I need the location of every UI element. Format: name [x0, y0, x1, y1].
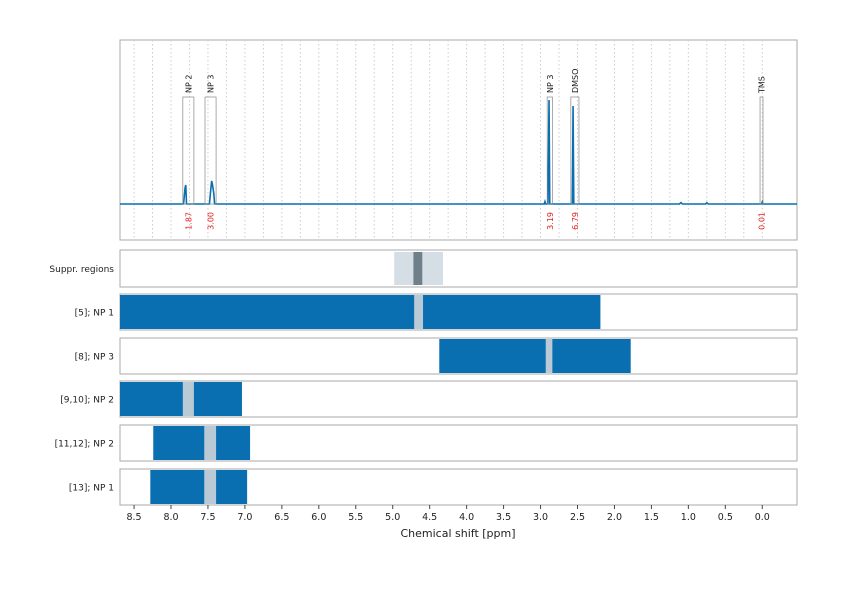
x-tick-label: 1.5 [644, 512, 659, 523]
row-frame [119, 249, 798, 288]
spectrum-line [120, 99, 797, 205]
x-tick-label: 7.0 [237, 512, 252, 523]
row-label: Suppr. regions [49, 265, 114, 275]
x-tick-label: 1.0 [681, 512, 696, 523]
row-label: [9,10]; NP 2 [60, 396, 114, 406]
track-region [439, 339, 631, 373]
x-tick-label: 7.5 [200, 512, 215, 523]
excluded-region [204, 470, 217, 504]
peak-box [204, 96, 217, 205]
x-tick-label: 3.5 [496, 512, 511, 523]
peak-integral: 6.79 [571, 212, 580, 230]
spectrum-frame [119, 39, 798, 241]
track-region [153, 426, 251, 460]
x-tick-label: 0.0 [755, 512, 770, 523]
track-region [120, 295, 601, 329]
peak-label: TMS [758, 76, 767, 94]
x-tick-label: 2.5 [570, 512, 585, 523]
row-frame [119, 424, 798, 462]
peak-box [570, 96, 580, 205]
track-region [120, 382, 242, 416]
x-axis-label: Chemical shift [ppm] [400, 527, 515, 540]
row-label: [8]; NP 3 [75, 353, 114, 363]
peak-label: DMSO [571, 69, 580, 93]
excluded-region [545, 339, 553, 373]
excluded-region [182, 382, 194, 416]
peak-label: NP 2 [184, 75, 193, 93]
x-tick-label: 3.0 [533, 512, 548, 523]
peak-label: NP 3 [207, 75, 216, 93]
row-label: [5]; NP 1 [75, 309, 114, 319]
peak-label: NP 3 [546, 75, 555, 93]
x-tick-label: 6.0 [311, 512, 326, 523]
peak-box [759, 96, 764, 205]
suppression-core [413, 252, 423, 285]
track-region [150, 470, 248, 504]
peak-box [182, 96, 195, 205]
x-tick-label: 8.0 [163, 512, 178, 523]
row-label: [13]; NP 1 [69, 484, 114, 494]
row-label: [11,12]; NP 2 [55, 440, 114, 450]
peak-integral: 3.00 [207, 212, 216, 230]
x-tick-label: 0.5 [718, 512, 733, 523]
x-tick-label: 6.5 [274, 512, 289, 523]
x-tick-label: 5.5 [348, 512, 363, 523]
peak-integral: 3.19 [546, 212, 555, 230]
row-frame [119, 337, 798, 375]
excluded-region [414, 295, 424, 329]
x-tick-label: 2.0 [607, 512, 622, 523]
x-tick-label: 8.5 [126, 512, 141, 523]
excluded-region [204, 426, 217, 460]
peak-integral: 0.01 [758, 212, 767, 230]
peak-integral: 1.87 [184, 212, 193, 230]
x-tick-label: 5.0 [385, 512, 400, 523]
x-tick-label: 4.0 [459, 512, 474, 523]
row-frame [119, 468, 798, 506]
x-tick-label: 4.5 [422, 512, 437, 523]
peak-box [546, 96, 553, 205]
